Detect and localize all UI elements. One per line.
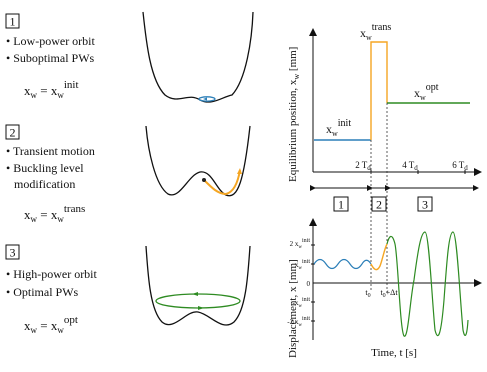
bottom-y-label: Displacement, x [mm] bbox=[287, 259, 299, 358]
bottom-tick-label-0: 0 bbox=[307, 280, 311, 288]
potential-well-1 bbox=[142, 11, 254, 103]
phase-1-box bbox=[333, 196, 349, 212]
displacement-phase-1 bbox=[313, 258, 372, 270]
t0-dt-label: t0+Δt bbox=[380, 288, 398, 299]
phase-2-box bbox=[371, 196, 387, 212]
transient-trajectory bbox=[203, 169, 241, 196]
bottom-tick-label-x: xwinit bbox=[295, 259, 310, 271]
xw-trans-line bbox=[370, 41, 388, 140]
panel-2-bullet-2-cont: modification bbox=[14, 177, 75, 191]
t0-label: t0 bbox=[365, 288, 370, 299]
bottom-tick-label-neg2x: -2 xwinit bbox=[287, 316, 310, 328]
phase-markers: 1 2 3 bbox=[310, 185, 479, 212]
displacement-phase-2 bbox=[370, 243, 388, 271]
panel-3: 3 • High-power orbit • Optimal PWs xw = … bbox=[5, 244, 251, 335]
panel-2-number: 2 bbox=[10, 126, 16, 140]
panel-3-number: 3 bbox=[10, 246, 16, 260]
panel-1-equation: xw = xwinit bbox=[24, 79, 79, 100]
low-power-orbit bbox=[198, 96, 216, 102]
phase-2-label: 2 bbox=[376, 198, 382, 212]
panel-1-bullet-1: • Low-power orbit bbox=[6, 34, 96, 48]
orbit-arrow-icon bbox=[203, 97, 207, 101]
panel-3-bullet-2: • Optimal PWs bbox=[6, 285, 79, 299]
panel-2-number-box bbox=[5, 124, 20, 140]
displacement-plot: Displacement, x [mm] Time, t [s] 2 xwini… bbox=[287, 218, 482, 359]
high-power-orbit bbox=[155, 293, 241, 309]
bottom-tick-label-2x: 2 xwinit bbox=[290, 238, 311, 250]
potential-well-2 bbox=[145, 125, 251, 197]
panel-1-number: 1 bbox=[10, 15, 16, 29]
transient-arrow-icon bbox=[237, 168, 242, 174]
orbit-arrow-bottom-icon bbox=[198, 306, 204, 310]
bottom-tick-label-negx: -xwinit bbox=[293, 297, 311, 309]
top-tick-label-2td: 2 Td bbox=[355, 160, 371, 172]
displacement-phase-3 bbox=[386, 231, 469, 337]
top-y-label: Equilibrium position, xw [mm] bbox=[287, 47, 301, 182]
bottom-x-label: Time, t [s] bbox=[371, 347, 417, 359]
xw-init-label: xwinit bbox=[326, 118, 351, 138]
orbit-arrow-top-icon bbox=[192, 292, 198, 296]
panel-1-bullet-2: • Suboptimal PWs bbox=[6, 51, 95, 65]
xw-trans-label: xwtrans bbox=[360, 22, 391, 42]
transient-start-dot bbox=[202, 178, 206, 182]
panel-3-number-box bbox=[5, 244, 20, 260]
panel-3-equation: xw = xwopt bbox=[24, 314, 78, 335]
panel-2-bullet-1: • Transient motion bbox=[6, 144, 95, 158]
panel-3-bullet-1: • High-power orbit bbox=[6, 267, 98, 281]
phase-3-box bbox=[417, 196, 433, 212]
panel-2-equation: xw = xwtrans bbox=[24, 203, 85, 224]
panel-1: 1 • Low-power orbit • Suboptimal PWs xw … bbox=[5, 11, 254, 103]
panel-2-bullet-2: • Buckling level bbox=[6, 161, 84, 175]
top-tick-label-4td: 4 Td bbox=[402, 160, 418, 172]
panel-2: 2 • Transient motion • Buckling level mo… bbox=[5, 124, 251, 224]
phase-3-label: 3 bbox=[422, 198, 428, 212]
equilibrium-plot: Equilibrium position, xw [mm] xwinit xwt… bbox=[287, 22, 482, 182]
potential-well-3 bbox=[145, 245, 251, 326]
panel-1-number-box bbox=[5, 13, 20, 29]
phase-1-label: 1 bbox=[338, 198, 344, 212]
xw-opt-label: xwopt bbox=[414, 82, 439, 102]
top-tick-label-6td: 6 Td bbox=[452, 160, 468, 172]
